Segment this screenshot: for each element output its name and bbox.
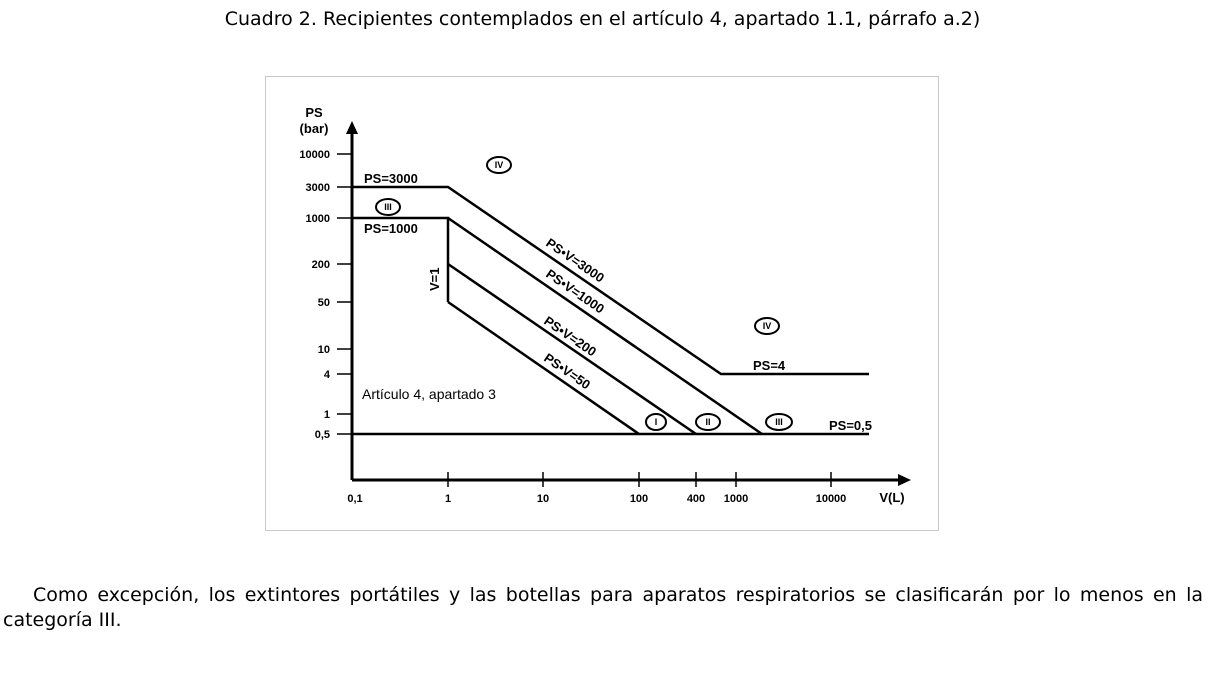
y-axis-label: PS xyxy=(305,105,323,120)
figure-caption: Cuadro 2. Recipientes contemplados en el… xyxy=(224,8,981,30)
label-ps05: PS=0,5 xyxy=(829,418,872,433)
region-note: Artículo 4, apartado 3 xyxy=(362,386,496,402)
y-ticks xyxy=(337,153,352,435)
x-tick-label: 100 xyxy=(630,493,648,505)
svg-text:II: II xyxy=(705,417,710,427)
y-tick-label: 1 xyxy=(324,409,330,421)
y-tick-label: 0,5 xyxy=(315,429,330,441)
category-diagram: PS (bar) 10000 3000 1000 200 50 10 4 1 0… xyxy=(299,105,911,505)
y-tick-label: 10 xyxy=(318,344,330,356)
exception-paragraph: Como excepción, los extintores portátile… xyxy=(3,584,1203,631)
svg-text:IV: IV xyxy=(763,321,772,331)
x-ticks xyxy=(447,472,832,487)
y-tick-label: 3000 xyxy=(306,182,330,194)
svg-text:I: I xyxy=(655,417,658,427)
category-marker-iv-right: IV xyxy=(754,317,780,335)
boundary-psv3000 xyxy=(352,185,869,376)
x-tick-label: 1 xyxy=(445,493,451,505)
y-tick-label: 50 xyxy=(318,297,330,309)
y-tick-label: 1000 xyxy=(306,213,330,225)
svg-text:IV: IV xyxy=(495,160,504,170)
x-tick-label: 0,1 xyxy=(347,493,362,505)
svg-text:III: III xyxy=(775,417,783,427)
category-marker-i: I xyxy=(645,413,667,431)
diagram-figure: PS (bar) 10000 3000 1000 200 50 10 4 1 0… xyxy=(265,76,939,531)
line-psv200 xyxy=(447,262,697,436)
label-ps4: PS=4 xyxy=(753,358,786,373)
y-tick-label: 4 xyxy=(324,369,331,381)
y-tick-label: 200 xyxy=(312,259,330,271)
category-marker-ii: II xyxy=(695,413,721,431)
line-psv50 xyxy=(447,300,640,436)
category-marker-iii-left: III xyxy=(375,198,401,216)
x-tick-label: 10000 xyxy=(816,493,847,505)
x-axis-arrow xyxy=(898,474,911,486)
label-ps3000: PS=3000 xyxy=(364,171,418,186)
y-axis-arrow xyxy=(346,121,358,134)
line-psv1000 xyxy=(447,216,763,436)
x-axis-label: V(L) xyxy=(879,490,904,505)
y-axis-unit: (bar) xyxy=(300,121,329,136)
label-v1: V=1 xyxy=(427,268,442,292)
x-tick-label: 400 xyxy=(687,493,705,505)
category-marker-iv-top: IV xyxy=(486,156,512,174)
category-marker-iii-bottom: III xyxy=(765,413,793,431)
svg-text:III: III xyxy=(384,202,392,212)
y-tick-label: 10000 xyxy=(299,149,330,161)
x-tick-label: 1000 xyxy=(724,493,748,505)
label-ps1000: PS=1000 xyxy=(364,221,418,236)
x-tick-label: 10 xyxy=(537,493,549,505)
